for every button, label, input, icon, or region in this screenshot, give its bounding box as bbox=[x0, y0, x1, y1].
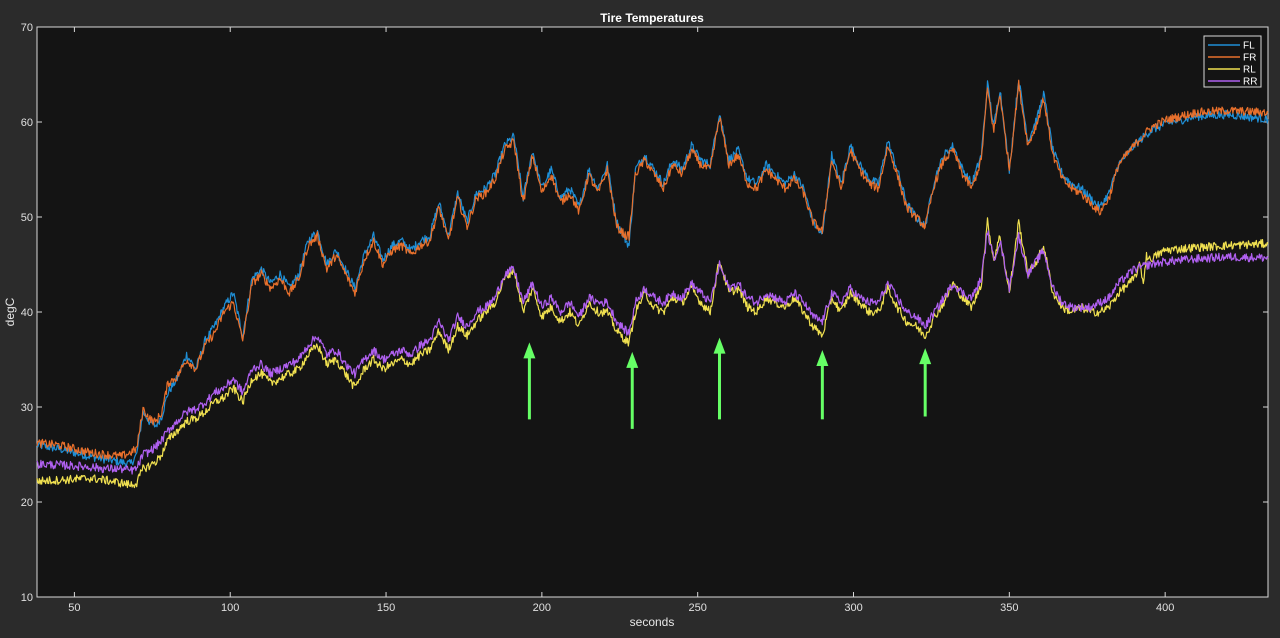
x-tick-label: 100 bbox=[221, 602, 239, 614]
x-axis-label: seconds bbox=[630, 615, 675, 629]
x-tick-label: 350 bbox=[1000, 602, 1018, 614]
plot-area bbox=[36, 26, 1269, 598]
axis-ticks: 50 100 150 200 250 300 350 400 10 20 30 40 50 60 70 bbox=[21, 22, 1268, 614]
y-axis-label: degC bbox=[3, 297, 17, 326]
x-tick-label: 300 bbox=[844, 602, 862, 614]
x-tick-label: 250 bbox=[689, 602, 707, 614]
x-tick-label: 150 bbox=[377, 602, 395, 614]
legend-label-fl: FL bbox=[1243, 41, 1255, 52]
annotation-arrows bbox=[523, 337, 932, 429]
y-tick-label: 20 bbox=[21, 497, 33, 509]
y-tick-label: 50 bbox=[21, 212, 33, 224]
annotation-arrow-head bbox=[626, 351, 639, 368]
y-tick-label: 10 bbox=[21, 592, 33, 604]
legend-label-rr: RR bbox=[1243, 77, 1257, 88]
series-line-fr bbox=[36, 79, 1269, 460]
series-lines bbox=[36, 79, 1269, 489]
y-tick-label: 30 bbox=[21, 402, 33, 414]
y-tick-label: 40 bbox=[21, 307, 33, 319]
x-tick-label: 200 bbox=[533, 602, 551, 614]
y-tick-label: 70 bbox=[21, 22, 33, 34]
series-line-rl bbox=[36, 217, 1269, 489]
annotation-arrow-head bbox=[713, 337, 726, 354]
x-tick-label: 50 bbox=[68, 602, 80, 614]
legend-label-fr: FR bbox=[1243, 53, 1256, 64]
annotation-arrow-head bbox=[816, 350, 829, 366]
y-tick-label: 60 bbox=[21, 117, 33, 129]
series-line-rr bbox=[36, 230, 1269, 475]
chart-title: Tire Temperatures bbox=[600, 11, 704, 25]
legend-label-rl: RL bbox=[1243, 65, 1256, 76]
annotation-arrow-head bbox=[523, 342, 536, 359]
annotation-arrow-head bbox=[919, 348, 932, 365]
x-tick-label: 400 bbox=[1156, 602, 1174, 614]
